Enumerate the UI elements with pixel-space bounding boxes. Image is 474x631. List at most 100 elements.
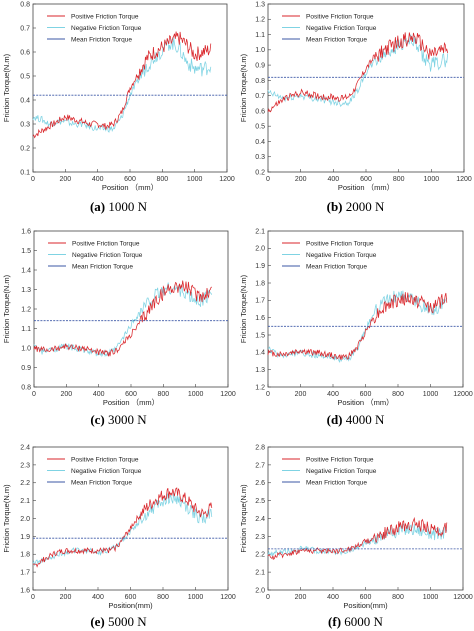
x-tick-label: 0 [32,391,36,398]
x-tick-label: 200 [295,391,307,398]
x-tick-label: 1200 [456,176,472,183]
chart-panel-c: 0.8 0.9 1.0 1.1 1.2 1.3 1.4 1.5 1.6 0 200 400 600 800… [0,222,237,434]
y-tick-label: 2.3 [255,534,265,541]
y-tick-label: 1.6 [255,315,265,322]
x-tick-label: 600 [360,594,372,601]
y-tick-label: 1.9 [20,534,30,541]
y-tick-label: 1.7 [255,298,265,305]
y-tick-label: 0.4 [255,139,265,146]
x-tick-label: 200 [59,176,71,183]
y-tick-label: 2.1 [255,570,265,577]
positive-torque-line [32,31,212,139]
chart-svg: 0.2 0.3 0.4 0.5 0.6 0.7 0.8 0.9 1.0 1.1 1.2 1.3 0 200… [239,1,472,192]
x-tick-label: 12000 [453,594,473,601]
chart-panel-a: 0.1 0.2 0.3 0.4 0.5 0.6 0.7 0.8 0 200 400 600 800 100… [0,0,237,220]
y-tick-label: 0.2 [255,169,265,176]
caption-c: (c) 3000 N [90,412,147,427]
y-tick-label: 0.5 [255,124,265,131]
x-tick-label: 800 [392,594,404,601]
x-tick-label: 400 [92,594,104,601]
legend-label: Mean Friction Torque [306,36,367,43]
x-tick-label: 400 [327,594,339,601]
y-tick-label: 1.0 [21,345,31,352]
legend-label: Mean Friction Torque [71,479,132,486]
y-tick-label: 0.2 [20,145,30,152]
x-tick-label: 1200 [219,176,235,183]
y-tick-label: 2.2 [20,480,30,487]
y-tick-label: 1.8 [20,552,30,559]
y-tick-label: 0.1 [20,169,30,176]
y-tick-label: 2.8 [255,444,265,451]
y-tick-label: 1.4 [21,267,31,274]
x-tick-label: 1000 [423,391,439,398]
y-tick-label: 0.6 [255,108,265,115]
negative-torque-line [32,37,212,133]
y-tick-label: 1.3 [255,1,265,8]
negative-torque-line [33,282,213,358]
positive-torque-line [32,487,213,568]
legend-label: Negative Friction Torque [306,468,377,475]
legend-label: Negative Friction Torque [306,252,377,259]
x-tick-label: 1000 [188,391,204,398]
x-tick-label: 800 [393,176,405,183]
y-tick-label: 2.7 [255,462,265,469]
y-tick-label: 0.4 [20,97,30,104]
y-tick-label: 0.3 [20,121,30,128]
y-tick-label: 1.3 [255,367,265,374]
legend-label: Negative Friction Torque [72,252,143,259]
caption-d: (d) 4000 N [326,412,385,427]
chart-panel-d: 1.2 1.3 1.4 1.5 1.6 1.7 1.8 1.9 2.0 2.1 0 200 400 600… [237,222,474,434]
y-tick-label: 1.6 [20,587,30,594]
positive-torque-line [267,32,449,113]
legend-label: Mean Friction Torque [71,36,132,43]
y-tick-label: 2.0 [255,246,265,253]
y-tick-label: 2.0 [255,587,265,594]
x-axis-label: Position(mm) [343,601,388,610]
y-tick-label: 1.1 [21,326,31,333]
y-tick-label: 1.2 [21,306,31,313]
y-tick-label: 1.8 [255,280,265,287]
y-tick-label: 2.6 [255,480,265,487]
x-tick-label: 1000 [424,176,440,183]
y-tick-label: 1.2 [255,17,265,24]
legend-label: Negative Friction Torque [306,25,377,32]
y-tick-label: 1.4 [255,350,265,357]
x-axis-label: Position （mm） [102,183,158,192]
chart-svg: 1.2 1.3 1.4 1.5 1.6 1.7 1.8 1.9 2.0 2.1 0 200 400 600… [239,228,473,407]
chart-panel-b: 0.2 0.3 0.4 0.5 0.6 0.7 0.8 0.9 1.0 1.1 1.2 1.3 0 200… [237,0,474,220]
caption-a: (a) 1000 N [89,199,148,214]
y-tick-label: 1.9 [255,263,265,270]
y-tick-label: 1.2 [255,384,265,391]
x-tick-label: 0 [266,391,270,398]
x-tick-label: 600 [125,594,137,601]
legend-label: Positive Friction Torque [306,240,374,247]
y-tick-label: 0.9 [21,365,31,372]
chart-panel-f: 2.0 2.1 2.2 2.3 2.4 2.5 2.6 2.7 2.8 0 200 400 600 800… [237,436,474,631]
legend-label: Negative Friction Torque [71,468,142,475]
y-tick-label: 1.3 [21,287,31,294]
y-axis-label: Friction Torque(N.m) [2,53,11,122]
y-axis-label: Friction Torque(N.m) [239,53,248,122]
x-tick-label: 0 [31,594,35,601]
x-tick-label: 600 [360,391,372,398]
y-tick-label: 0.6 [20,49,30,56]
y-tick-label: 0.7 [255,93,265,100]
x-tick-label: 1000 [187,176,203,183]
x-tick-label: 0 [31,176,35,183]
y-axis-label: Friction Torque(N.m) [2,484,11,553]
x-tick-label: 12000 [453,391,473,398]
y-tick-label: 2.1 [255,228,265,235]
y-tick-label: 0.7 [20,25,30,32]
legend-label: Negative Friction Torque [71,25,142,32]
x-tick-label: 1000 [188,594,204,601]
y-tick-label: 2.1 [20,498,30,505]
x-tick-label: 800 [156,176,168,183]
x-tick-label: 200 [60,594,72,601]
y-tick-label: 2.4 [255,516,265,523]
positive-torque-line [267,292,448,360]
y-tick-label: 2.4 [20,444,30,451]
legend-label: Mean Friction Torque [72,263,133,270]
y-tick-label: 0.5 [20,73,30,80]
x-tick-label: 1000 [423,594,439,601]
legend-label: Positive Friction Torque [71,456,139,463]
